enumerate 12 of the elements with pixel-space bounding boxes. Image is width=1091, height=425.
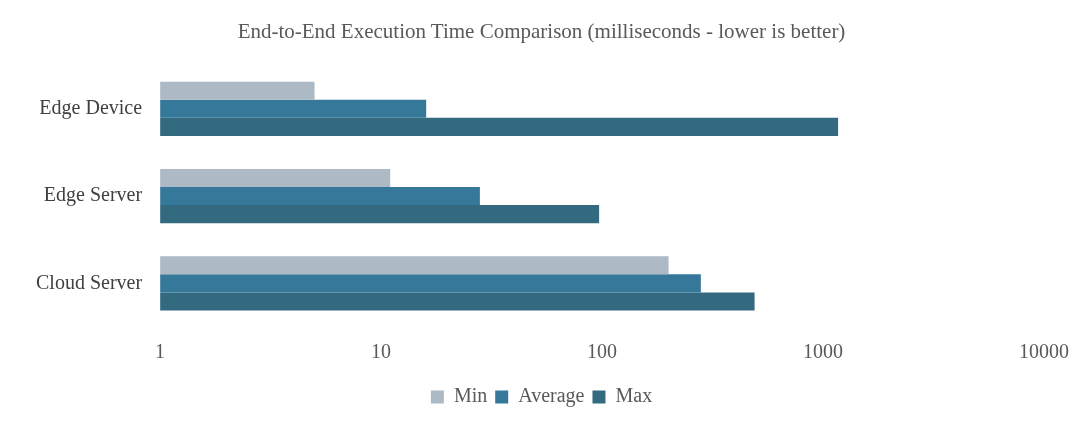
y-tick-label: Edge Server	[43, 183, 143, 207]
x-tick-label: 1000	[803, 340, 844, 363]
legend-label: Min	[453, 384, 488, 407]
x-tick-label: 100	[587, 340, 618, 363]
legend-label: Average	[518, 384, 585, 408]
x-tick-label: 10000	[1019, 340, 1069, 363]
y-tick-label: Edge Device	[39, 96, 143, 120]
chart-title: End-to-End Execution Time Comparison (milliseconds - lower is better)	[237, 19, 846, 44]
x-tick-label: 1	[155, 340, 166, 363]
y-tick-label: Cloud Server	[36, 270, 143, 293]
x-tick-label: 10	[371, 340, 392, 363]
legend-label: Max	[615, 384, 653, 407]
